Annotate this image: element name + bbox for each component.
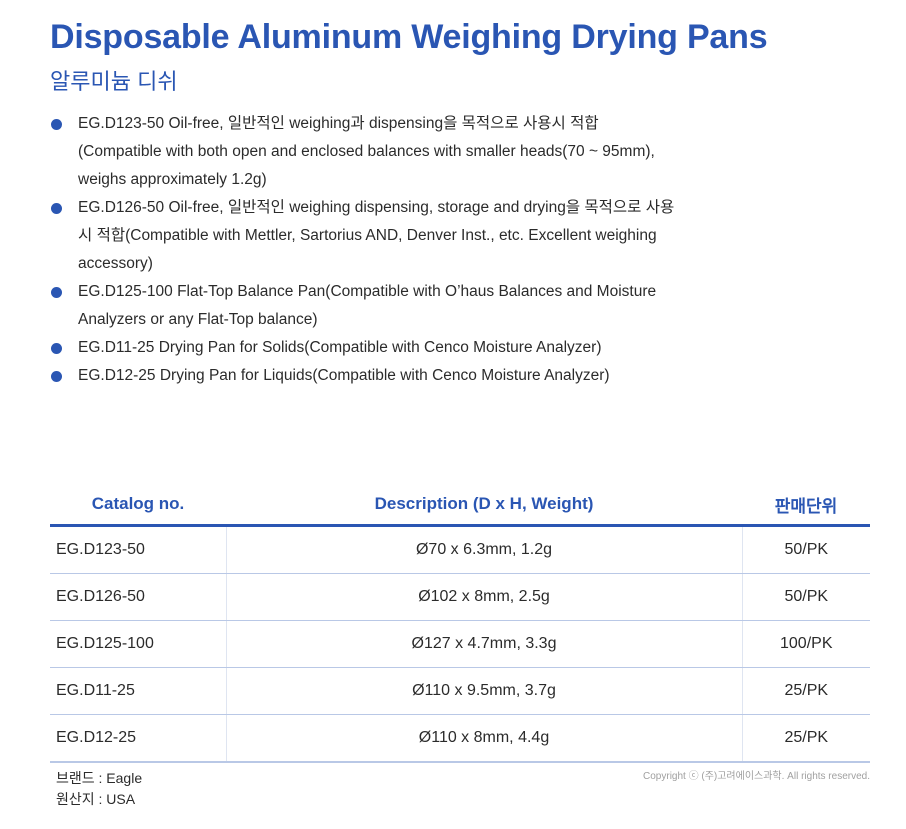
bullet-icon (51, 371, 62, 382)
feature-line: EG.D125-100 Flat-Top Balance Pan(Compati… (78, 283, 657, 300)
description-cell: Ø127 x 4.7mm, 3.3g (226, 620, 743, 668)
feature-line: EG.D12-25 Drying Pan for Liquids(Compati… (78, 367, 610, 384)
page-title: Disposable Aluminum Weighing Drying Pans (50, 18, 768, 56)
column-header-catalog: Catalog no. (50, 484, 226, 527)
table-row: EG.D12-25 Ø110 x 8mm, 4.4g 25/PK (50, 714, 870, 763)
catalog-cell: EG.D11-25 (50, 667, 227, 715)
unit-cell: 25/PK (742, 667, 870, 715)
feature-line: (Compatible with both open and enclosed … (78, 143, 655, 160)
unit-cell: 50/PK (742, 573, 870, 621)
copyright-notice: Copyright ⓒ (주)고려에이스과학. All rights reser… (643, 771, 870, 782)
bullet-icon (51, 287, 62, 298)
description-cell: Ø110 x 9.5mm, 3.7g (226, 667, 743, 715)
description-cell: Ø70 x 6.3mm, 1.2g (226, 525, 743, 574)
unit-cell: 50/PK (742, 525, 870, 574)
page-subtitle: 알루미늄 디쉬 (50, 69, 178, 94)
catalog-cell: EG.D125-100 (50, 620, 227, 668)
feature-line: Analyzers or any Flat-Top balance) (78, 311, 318, 328)
unit-cell: 25/PK (742, 714, 870, 763)
table-row: EG.D125-100 Ø127 x 4.7mm, 3.3g 100/PK (50, 620, 870, 668)
bullet-icon (51, 203, 62, 214)
column-header-description: Description (D x H, Weight) (226, 484, 742, 527)
description-cell: Ø102 x 8mm, 2.5g (226, 573, 743, 621)
feature-line: 시 적합(Compatible with Mettler, Sartorius … (78, 227, 657, 244)
feature-item: EG.D11-25 Drying Pan for Solids(Compatib… (50, 334, 750, 362)
origin-label: 원산지 : USA (56, 791, 136, 807)
table-row: EG.D126-50 Ø102 x 8mm, 2.5g 50/PK (50, 573, 870, 621)
feature-item: EG.D123-50 Oil-free, 일반적인 weighing과 disp… (50, 110, 750, 194)
feature-list: EG.D123-50 Oil-free, 일반적인 weighing과 disp… (50, 110, 750, 390)
feature-item: EG.D125-100 Flat-Top Balance Pan(Compati… (50, 278, 750, 334)
catalog-cell: EG.D126-50 (50, 573, 227, 621)
product-info: 브랜드 : Eagle 원산지 : USA (56, 768, 142, 810)
catalog-cell: EG.D123-50 (50, 525, 227, 574)
brand-label: 브랜드 : Eagle (56, 770, 143, 786)
feature-line: EG.D11-25 Drying Pan for Solids(Compatib… (78, 339, 602, 356)
unit-cell: 100/PK (742, 620, 870, 668)
description-cell: Ø110 x 8mm, 4.4g (226, 714, 743, 763)
spec-table: Catalog no. Description (D x H, Weight) … (50, 484, 870, 763)
table-row: EG.D123-50 Ø70 x 6.3mm, 1.2g 50/PK (50, 525, 870, 574)
table-row: EG.D11-25 Ø110 x 9.5mm, 3.7g 25/PK (50, 667, 870, 715)
bullet-icon (51, 119, 62, 130)
feature-item: EG.D12-25 Drying Pan for Liquids(Compati… (50, 362, 750, 390)
bullet-icon (51, 343, 62, 354)
feature-line: weighs approximately 1.2g) (78, 171, 267, 188)
feature-item: EG.D126-50 Oil-free, 일반적인 weighing dispe… (50, 194, 750, 278)
catalog-cell: EG.D12-25 (50, 714, 227, 763)
feature-line: EG.D123-50 Oil-free, 일반적인 weighing과 disp… (78, 115, 599, 132)
feature-line: accessory) (78, 255, 153, 272)
column-header-unit: 판매단위 (742, 484, 870, 527)
table-header-row: Catalog no. Description (D x H, Weight) … (50, 484, 870, 527)
feature-line: EG.D126-50 Oil-free, 일반적인 weighing dispe… (78, 199, 675, 216)
